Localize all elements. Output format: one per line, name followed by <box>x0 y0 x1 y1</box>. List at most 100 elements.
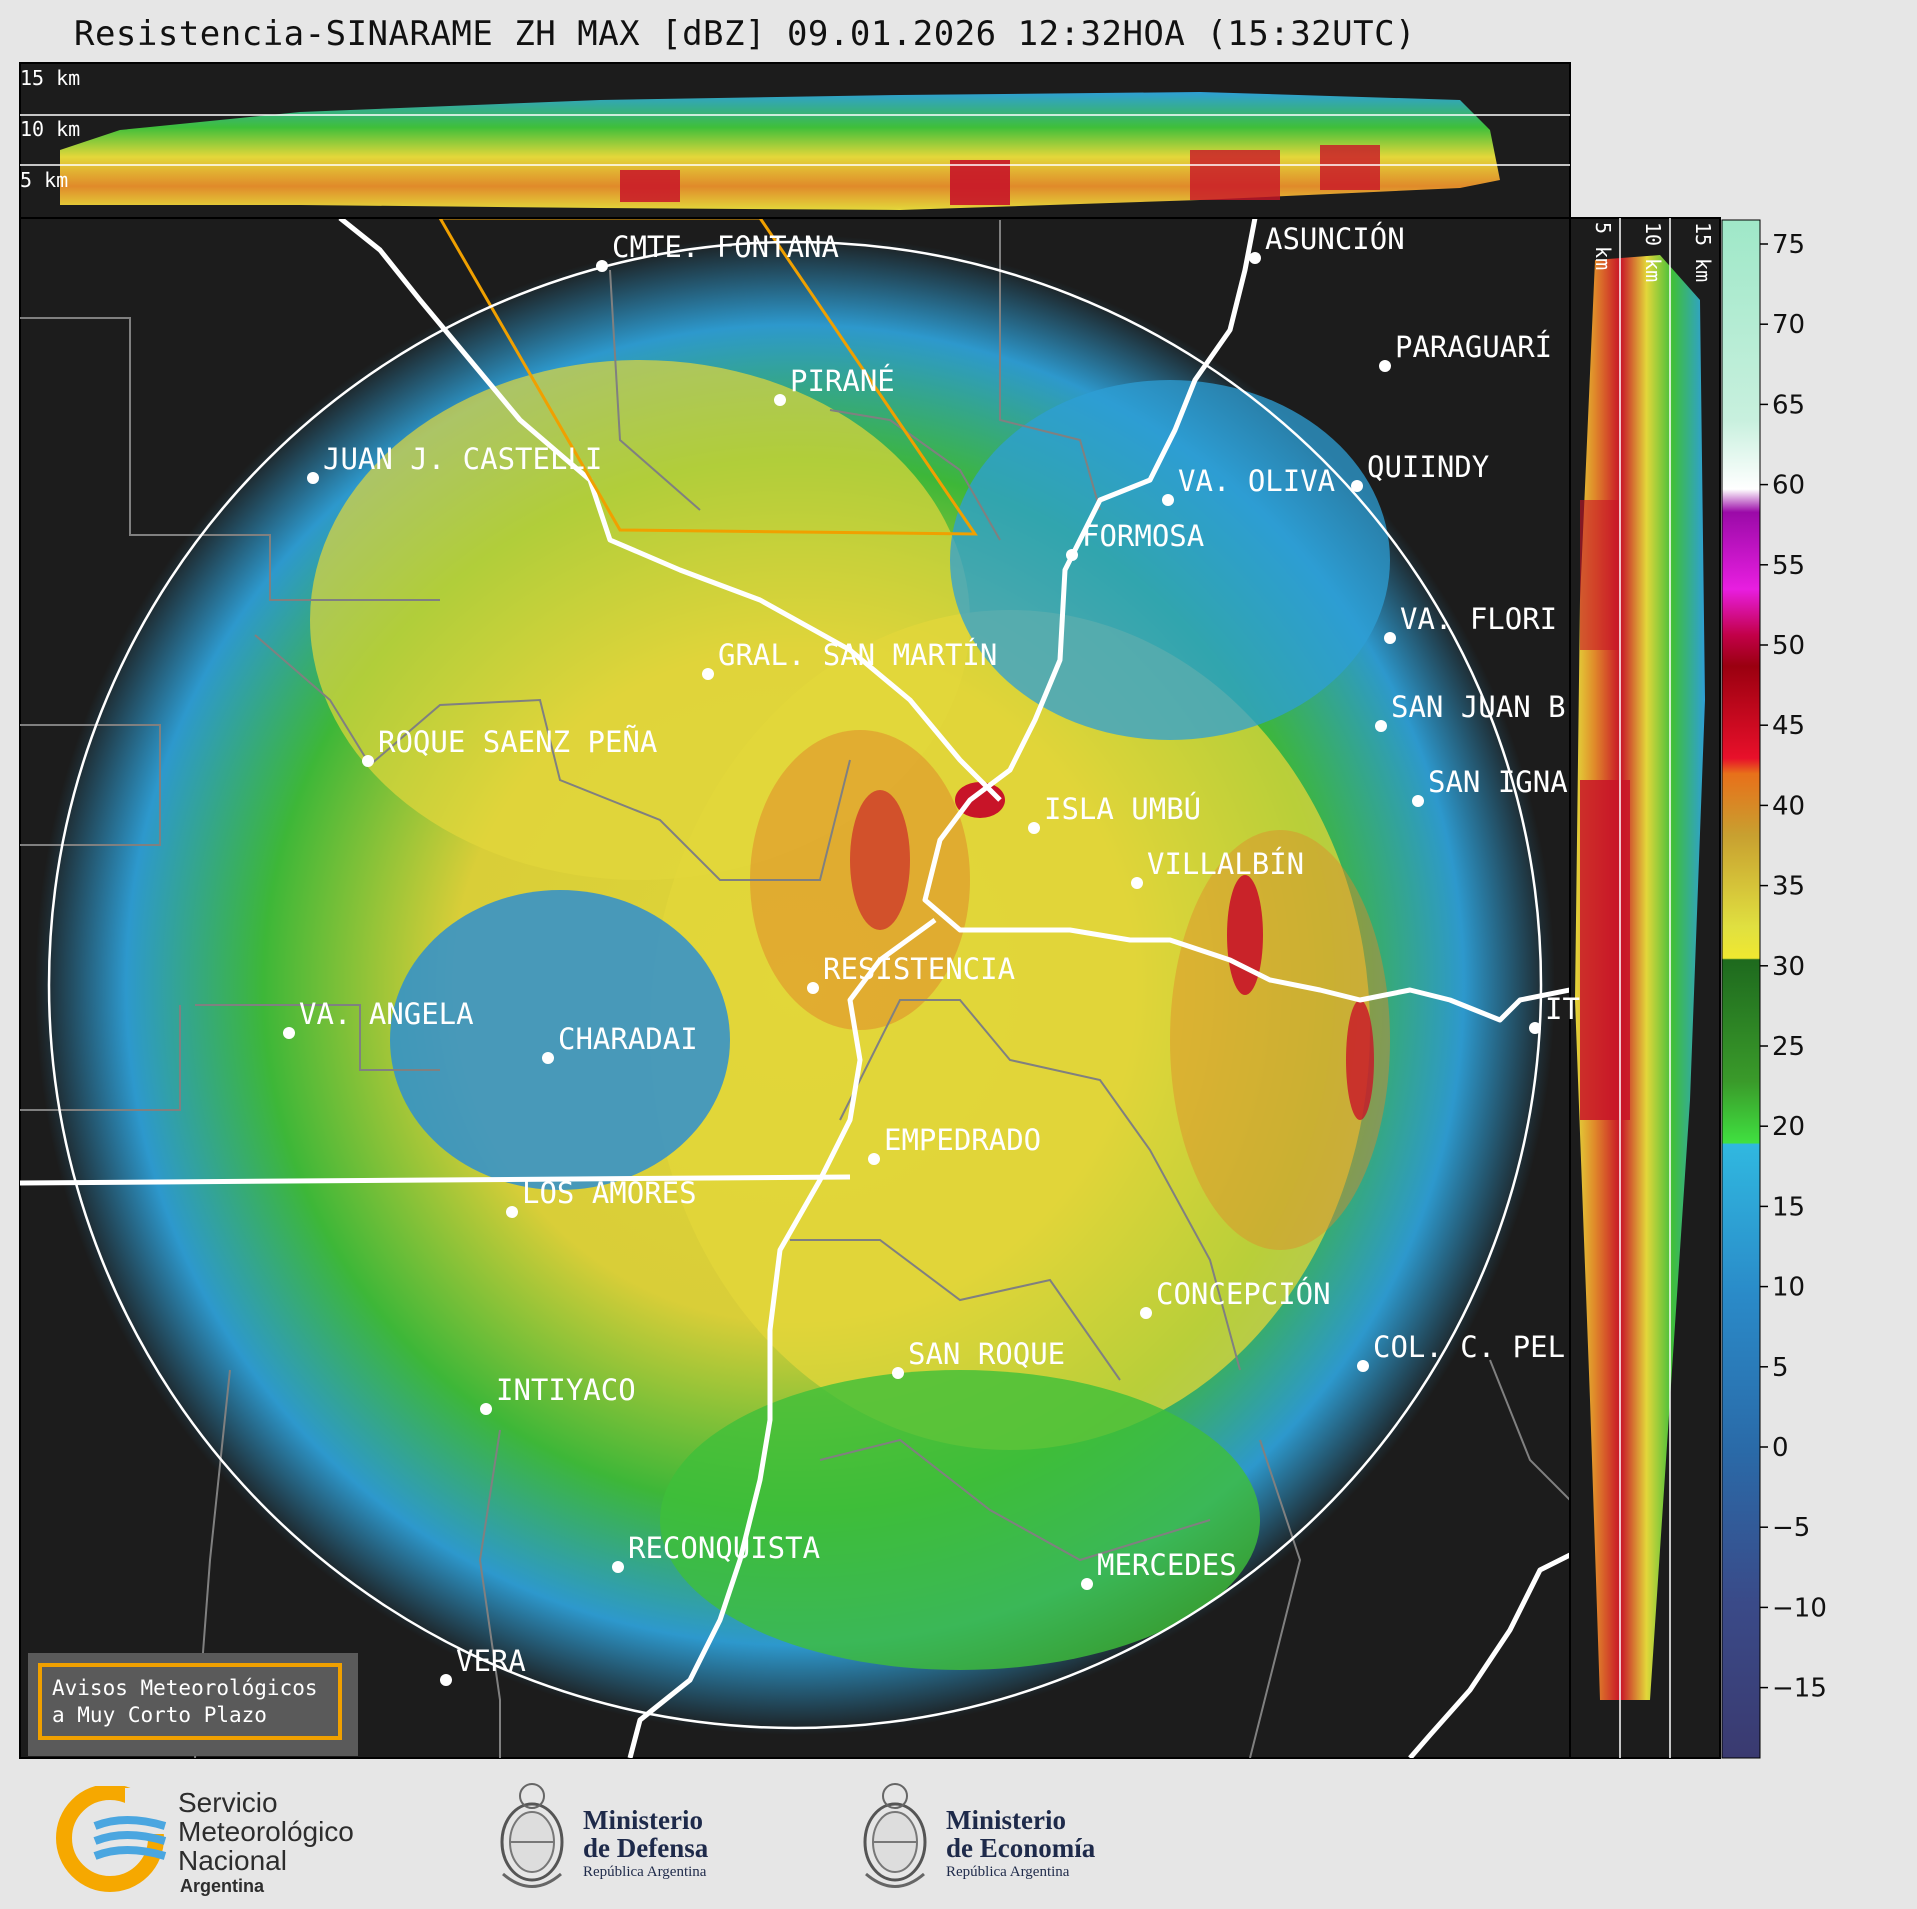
reflectivity-field <box>35 235 1555 1735</box>
city-marker <box>506 1206 518 1218</box>
top-label-15km: 15 km <box>20 66 80 90</box>
colorbar-tick-label: 40 <box>1772 791 1805 821</box>
city-marker <box>774 394 786 406</box>
city-label: RESISTENCIA <box>823 952 1015 986</box>
city-label: SAN JUAN B <box>1391 690 1566 724</box>
province-line <box>19 1174 851 1186</box>
side-label-15km: 15 km <box>1691 222 1715 282</box>
city-label: VA. ANGELA <box>299 997 474 1031</box>
city-marker <box>612 1561 624 1573</box>
colorbar-tick-label: 65 <box>1772 390 1805 420</box>
side-profile-echo <box>1575 255 1705 1700</box>
city-marker <box>1412 795 1424 807</box>
city-marker <box>283 1027 295 1039</box>
colorbar-tick-label: 35 <box>1772 872 1805 902</box>
side-label-10km: 10 km <box>1641 222 1665 282</box>
national-shield-icon <box>500 1783 564 1888</box>
national-shield-icon <box>863 1783 927 1888</box>
city-label: VA. OLIVA <box>1178 464 1335 498</box>
smn-line1: Servicio <box>178 1787 278 1818</box>
city-marker <box>1351 480 1363 492</box>
city-marker <box>1529 1022 1541 1034</box>
city-label: PIRANÉ <box>790 364 895 398</box>
city-label: CONCEPCIÓN <box>1156 1277 1331 1311</box>
colorbar-tick-label: 60 <box>1772 471 1805 501</box>
city-label: ISLA UMBÚ <box>1044 792 1201 826</box>
city-label: JUAN J. CASTELLI <box>323 442 602 476</box>
city-label: RECONQUISTA <box>628 1531 820 1565</box>
colorbar-tick-label: 75 <box>1772 230 1805 260</box>
city-marker <box>868 1153 880 1165</box>
city-marker <box>1131 877 1143 889</box>
city-label: ASUNCIÓN <box>1265 222 1405 256</box>
city-label: QUIINDY <box>1367 450 1489 484</box>
economia-line3: República Argentina <box>946 1864 1070 1880</box>
city-label: LOS AMORES <box>522 1176 697 1210</box>
city-label: COL. C. PEL <box>1373 1330 1565 1364</box>
smn-country: Argentina <box>180 1876 265 1896</box>
chart-title: Resistencia-SINARAME ZH MAX [dBZ] 09.01.… <box>73 14 1417 54</box>
city-label: MERCEDES <box>1097 1548 1237 1582</box>
defensa-line1: Ministerio <box>583 1805 703 1835</box>
top-label-10km: 10 km <box>20 117 80 141</box>
warning-polygon <box>438 218 978 536</box>
city-label: EMPEDRADO <box>884 1123 1041 1157</box>
warning-legend-line1: Avisos Meteorológicos <box>52 1676 318 1700</box>
city-marker <box>892 1367 904 1379</box>
city-label: INTIYACO <box>496 1373 636 1407</box>
colorbar-tick-label: 25 <box>1772 1032 1805 1062</box>
city-label: CHARADAI <box>558 1022 698 1056</box>
city-marker <box>1384 632 1396 644</box>
city-marker <box>362 755 374 767</box>
city-labels: CMTE. FONTANA ASUNCIÓN PARAGUARÍ PIRANÉ JUAN… <box>283 222 1580 1686</box>
warning-legend-line2: a Muy Corto Plazo <box>52 1703 267 1727</box>
defensa-line3: República Argentina <box>583 1864 707 1880</box>
city-marker <box>596 260 608 272</box>
defensa-line2: de Defensa <box>583 1833 709 1863</box>
city-label: GRAL. SAN MARTÍN <box>718 638 997 672</box>
colorbar-tick-label: −10 <box>1772 1593 1827 1623</box>
city-marker <box>1379 360 1391 372</box>
colorbar-tick-label: 20 <box>1772 1112 1805 1142</box>
city-label: VERA <box>456 1644 526 1678</box>
smn-emblem-icon <box>56 1786 175 1892</box>
city-label: SAN IGNA <box>1428 765 1568 799</box>
city-marker <box>1357 1360 1369 1372</box>
colorbar <box>1721 219 1761 1759</box>
warning-legend-box: Avisos Meteorológicos a Muy Corto Plazo <box>28 1653 358 1756</box>
city-marker <box>702 668 714 680</box>
city-marker <box>542 1052 554 1064</box>
top-profile-echo <box>60 92 1500 210</box>
colorbar-tick-label: 30 <box>1772 952 1805 982</box>
city-label: PARAGUARÍ <box>1395 330 1552 364</box>
smn-line3: Nacional <box>178 1845 287 1876</box>
city-marker <box>1028 822 1040 834</box>
side-label-5km: 5 km <box>1591 222 1615 270</box>
economia-line2: de Economía <box>946 1833 1096 1863</box>
city-label: CMTE. FONTANA <box>612 230 839 264</box>
city-marker <box>1249 252 1261 264</box>
smn-line2: Meteorológico <box>178 1816 354 1847</box>
city-marker <box>307 472 319 484</box>
range-ring <box>47 240 1543 1730</box>
city-marker <box>807 982 819 994</box>
colorbar-tick-label: 5 <box>1772 1353 1789 1383</box>
economia-line1: Ministerio <box>946 1805 1066 1835</box>
colorbar-tick-label: 10 <box>1772 1273 1805 1303</box>
colorbar-tick-label: 15 <box>1772 1192 1805 1222</box>
city-marker <box>1140 1307 1152 1319</box>
colorbar-tick-label: 55 <box>1772 551 1805 581</box>
top-label-5km: 5 km <box>20 168 68 192</box>
city-marker <box>440 1674 452 1686</box>
city-marker <box>1081 1578 1093 1590</box>
city-label: VA. FLORI <box>1400 602 1557 636</box>
colorbar-tick-label: 50 <box>1772 631 1805 661</box>
footer: Servicio Meteorológico Nacional Argentin… <box>0 1760 1917 1909</box>
colorbar-tick-label: −15 <box>1772 1674 1827 1704</box>
city-label: VILLALBÍN <box>1147 847 1304 881</box>
city-marker <box>480 1403 492 1415</box>
colorbar-tick-label: 70 <box>1772 310 1805 340</box>
city-marker <box>1162 494 1174 506</box>
